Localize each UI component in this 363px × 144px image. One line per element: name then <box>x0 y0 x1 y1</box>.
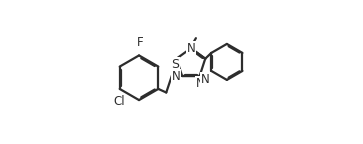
Text: S: S <box>171 58 179 71</box>
Text: F: F <box>136 36 143 49</box>
Text: N: N <box>172 70 180 83</box>
Text: N: N <box>201 73 210 86</box>
Text: N: N <box>196 77 205 90</box>
Text: Cl: Cl <box>113 95 125 108</box>
Text: N: N <box>187 42 195 55</box>
